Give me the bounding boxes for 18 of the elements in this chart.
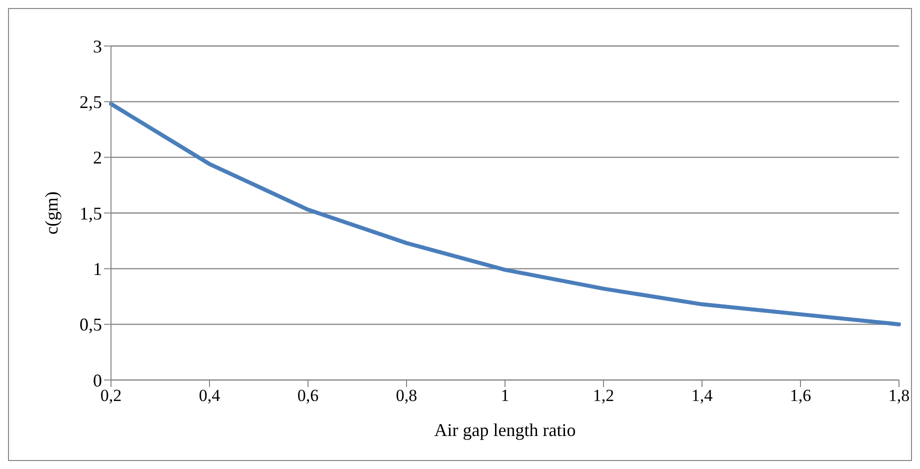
x-tick-label: 0,8 xyxy=(396,386,418,406)
y-tick-label: 3 xyxy=(93,36,102,56)
x-tick-label: 1,6 xyxy=(790,386,812,406)
x-tick-label: 0,2 xyxy=(100,386,122,406)
y-tick-label: 1,5 xyxy=(80,203,102,224)
x-tick-label: 1,2 xyxy=(592,386,614,406)
x-tick-label: 1 xyxy=(500,386,510,406)
y-axis-title: c(gm) xyxy=(41,192,62,234)
x-axis-title: Air gap length ratio xyxy=(434,420,576,440)
y-tick-label: 0,5 xyxy=(80,314,102,335)
y-tick-label: 0 xyxy=(93,370,102,390)
x-tick-label: 0,4 xyxy=(198,386,221,406)
x-tick-label: 1,4 xyxy=(691,386,714,406)
y-tick-label: 1 xyxy=(93,259,102,280)
y-tick-label: 2,5 xyxy=(80,92,102,112)
x-tick-label: 0,6 xyxy=(297,386,319,406)
y-tick-label: 2 xyxy=(93,148,102,168)
x-tick-label: 1,8 xyxy=(888,386,910,406)
